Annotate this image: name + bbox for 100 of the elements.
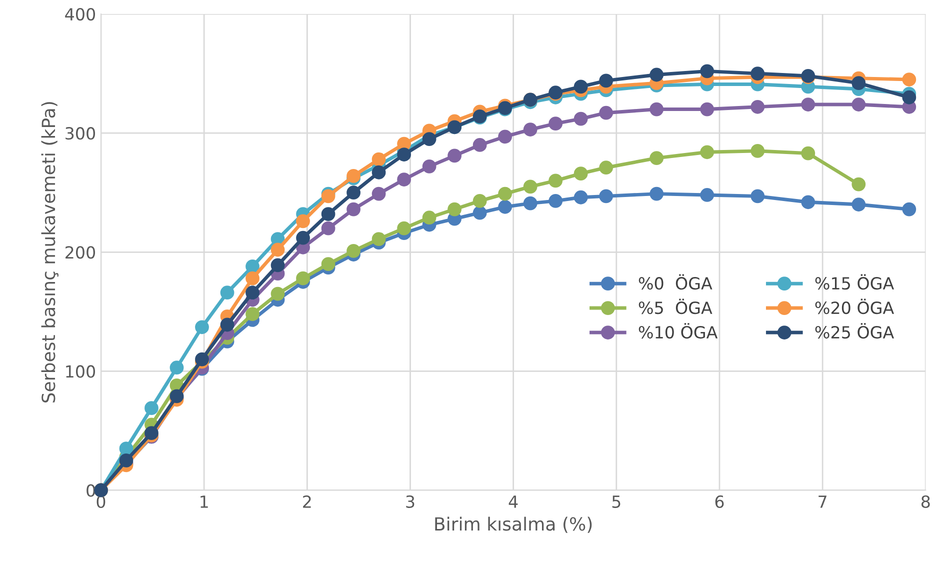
point xyxy=(119,454,134,468)
point xyxy=(144,426,158,440)
point xyxy=(574,166,588,181)
point xyxy=(523,196,538,210)
point xyxy=(296,271,310,286)
point xyxy=(801,146,816,160)
point xyxy=(346,169,360,183)
x-tick-label: 8 xyxy=(921,495,930,508)
point xyxy=(372,186,386,201)
point xyxy=(902,202,916,216)
point xyxy=(321,189,336,204)
y-tick-label: 400 xyxy=(65,8,96,21)
y-axis-title: Serbest basınç mukavemeti (kPa) xyxy=(41,102,58,402)
point xyxy=(700,64,714,78)
point xyxy=(498,130,512,144)
point xyxy=(246,286,260,300)
point xyxy=(372,165,386,180)
point xyxy=(422,159,436,174)
point xyxy=(448,202,462,216)
point xyxy=(372,232,386,246)
point xyxy=(574,190,588,204)
point xyxy=(220,318,234,332)
point xyxy=(599,160,614,175)
point xyxy=(852,177,866,192)
point xyxy=(700,188,714,202)
point xyxy=(750,100,765,114)
point xyxy=(195,320,209,334)
point xyxy=(220,286,234,300)
point xyxy=(448,148,462,163)
x-tick-label: 7 xyxy=(818,496,826,508)
legend-label: %15 ÖGA xyxy=(815,274,894,290)
point xyxy=(700,102,714,116)
point xyxy=(801,98,816,112)
point xyxy=(119,442,134,456)
point xyxy=(902,90,916,104)
point xyxy=(321,207,336,221)
point xyxy=(852,98,866,112)
x-tick-label: 2 xyxy=(303,495,311,508)
x-tick-label: 1 xyxy=(200,496,208,508)
x-tick-label: 6 xyxy=(715,495,724,508)
point xyxy=(650,102,664,116)
point xyxy=(346,202,360,216)
x-axis-title: Birim kısalma (%) xyxy=(435,516,592,533)
legend-label: %25 ÖGA xyxy=(815,323,894,339)
point xyxy=(523,180,538,194)
x-tick-label: 3 xyxy=(406,495,414,508)
point xyxy=(548,116,563,131)
point xyxy=(270,242,285,257)
point xyxy=(296,214,310,228)
point xyxy=(548,194,563,208)
point xyxy=(270,258,285,272)
point xyxy=(397,172,411,186)
point xyxy=(750,189,765,204)
legend-label: %0 ÖGA xyxy=(638,274,712,290)
point xyxy=(801,195,816,210)
point xyxy=(270,286,285,301)
point xyxy=(321,221,336,236)
y-tick-label: 100 xyxy=(66,365,96,378)
point xyxy=(750,66,765,81)
point xyxy=(422,132,436,146)
point xyxy=(523,122,538,136)
point xyxy=(650,68,664,82)
y-tick-label: 200 xyxy=(66,246,96,259)
point xyxy=(548,174,563,188)
point xyxy=(574,80,588,94)
legend-label: %10 ÖGA xyxy=(638,323,718,339)
point xyxy=(599,106,614,120)
point xyxy=(422,210,436,225)
point xyxy=(852,76,866,90)
point xyxy=(472,206,487,220)
point xyxy=(498,200,512,214)
point xyxy=(700,145,714,160)
x-tick-label: 5 xyxy=(612,496,620,508)
point xyxy=(246,259,260,274)
point xyxy=(397,148,411,162)
point xyxy=(372,152,386,166)
point xyxy=(574,112,588,126)
point xyxy=(170,360,184,375)
point xyxy=(472,194,487,208)
point xyxy=(472,138,487,152)
point xyxy=(346,244,360,258)
point xyxy=(246,271,260,286)
point xyxy=(321,257,336,271)
y-tick-label: 300 xyxy=(66,127,96,140)
legend-label: %20 ÖGA xyxy=(815,298,894,314)
point xyxy=(650,151,664,166)
point xyxy=(599,189,614,204)
point xyxy=(346,186,360,200)
legend-label: %5 ÖGA xyxy=(638,298,712,314)
point xyxy=(144,401,158,416)
point xyxy=(599,74,614,88)
x-tick-label: 4 xyxy=(508,496,518,508)
point xyxy=(296,230,310,245)
point xyxy=(902,72,916,86)
point xyxy=(750,144,765,158)
point xyxy=(650,186,664,201)
point xyxy=(852,198,866,212)
point xyxy=(498,186,512,201)
point xyxy=(397,221,411,236)
point xyxy=(246,307,260,321)
